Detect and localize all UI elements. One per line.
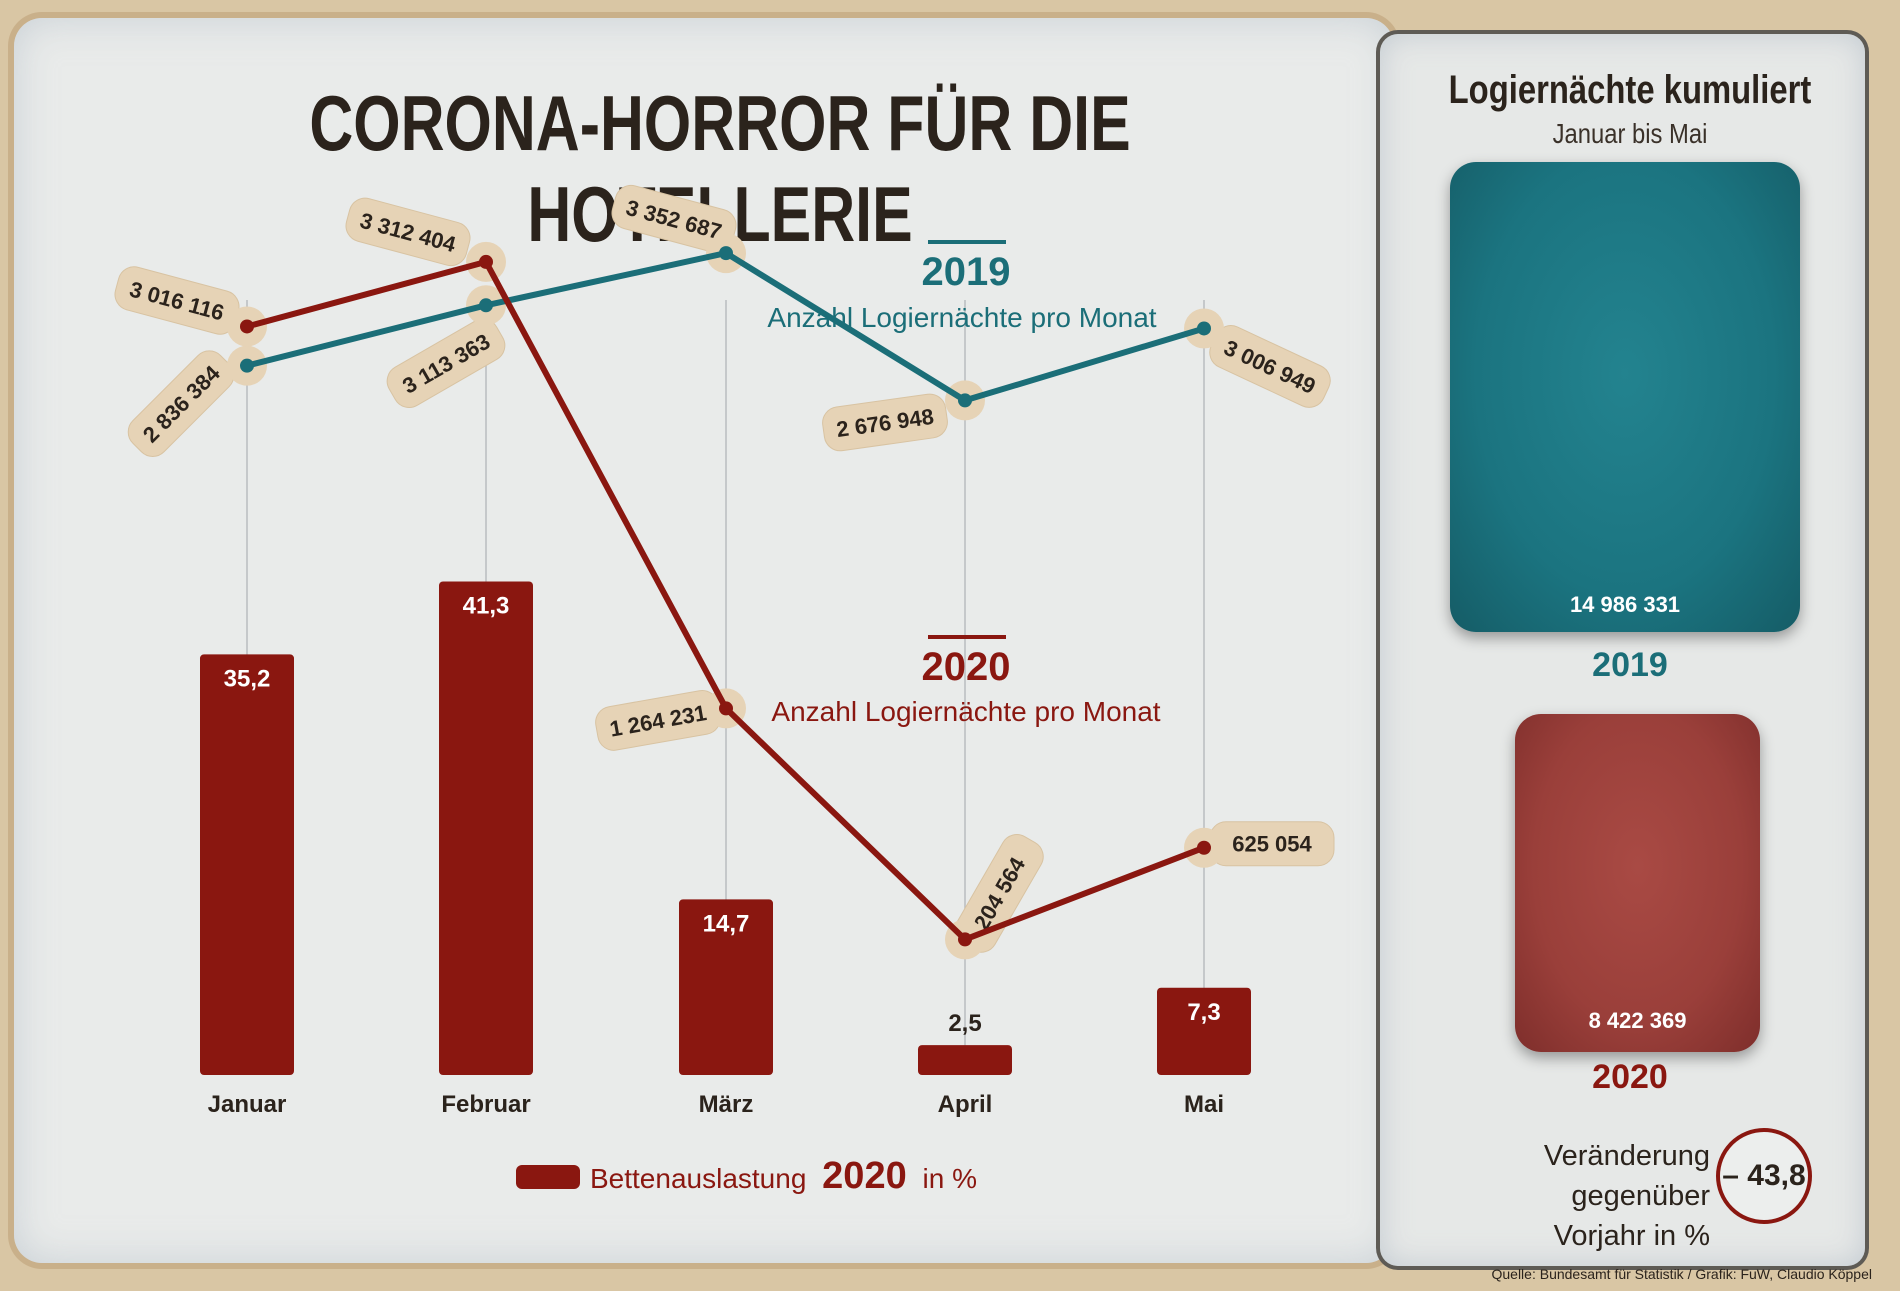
x-tick-label: Februar: [441, 1091, 530, 1118]
bar: [1157, 987, 1251, 1075]
side-subtitle: Januar bis Mai: [1552, 118, 1708, 149]
value-tag-2019: 3 006 949: [1209, 325, 1331, 408]
legend-2019-year: 2019: [922, 250, 1011, 294]
legend-2020-desc: Anzahl Logiernächte pro Monat: [771, 696, 1160, 727]
value-tag-2020: 3 016 116: [114, 266, 240, 335]
value-tag-2020: 625 054: [1209, 821, 1335, 867]
x-tick-label: Januar: [208, 1091, 287, 1118]
bar: [679, 899, 773, 1075]
bar: [918, 1045, 1012, 1075]
legend-2020-year: 2020: [922, 645, 1011, 689]
value-tag-bg: [345, 197, 471, 267]
point-2020: [719, 701, 733, 716]
point-2019: [1197, 321, 1211, 336]
pillow-2020: 8 422 369: [1515, 714, 1760, 1052]
change-line1: Veränderung gegenüber: [1543, 1140, 1710, 1212]
bar: [200, 654, 294, 1075]
point-2019: [958, 393, 972, 408]
legend-bars-prefix: Bettenauslastung: [590, 1163, 806, 1194]
point-2019: [719, 246, 733, 261]
bar-value-label: 7,3: [1187, 999, 1220, 1026]
bar-value-label: 41,3: [463, 592, 510, 619]
change-line2: Vorjahr in %: [1553, 1220, 1710, 1252]
legend-bars-swatch: [516, 1165, 580, 1189]
value-tag-bg: [127, 350, 235, 457]
legend-bars-label: Bettenauslastung 2020 in %: [590, 1155, 977, 1197]
point-2020: [240, 319, 254, 334]
chart-title: CORONA-HORROR FÜR DIE HOTELLERIE: [309, 79, 1131, 258]
value-tag-bg: [822, 393, 948, 452]
point-2019: [240, 358, 254, 373]
point-2020: [958, 932, 972, 947]
value-tag-bg: [386, 318, 506, 408]
value-tag-2020: 1 264 231: [595, 690, 721, 751]
legend-bars-year: 2020: [822, 1155, 907, 1197]
total-2020-label: 2020: [1592, 1058, 1668, 1096]
total-2019-label: 2019: [1592, 646, 1668, 684]
point-2020: [1197, 840, 1211, 855]
value-tag-2019: 2 836 384: [127, 350, 235, 457]
x-tick-label: April: [938, 1091, 993, 1118]
source-note: Quelle: Bundesamt für Statistik / Grafik…: [1491, 1266, 1872, 1282]
total-2019-value: 14 986 331: [1569, 592, 1681, 617]
pillow-2019: 14 986 331: [1450, 162, 1800, 632]
x-tick-label: März: [699, 1091, 754, 1118]
bar-value-label: 35,2: [224, 665, 271, 692]
legend-2019-desc: Anzahl Logiernächte pro Monat: [767, 302, 1156, 333]
bar-value-label: 14,7: [703, 910, 750, 937]
bar-value-label: 2,5: [948, 1010, 981, 1037]
total-2020-value: 8 422 369: [1588, 1008, 1687, 1033]
point-2019: [479, 298, 493, 313]
value-tag-label: 625 054: [1232, 832, 1312, 857]
side-title: Logiernächte kumuliert: [1448, 68, 1812, 112]
value-tag-2020: 3 312 404: [345, 197, 471, 267]
legend-bars-suffix: in %: [923, 1163, 977, 1194]
value-tag-2019: 2 676 948: [822, 393, 948, 452]
change-value: – 43,8: [1716, 1128, 1812, 1224]
x-tick-label: Mai: [1184, 1091, 1224, 1118]
change-text: Veränderung gegenüber Vorjahr in %: [1440, 1136, 1710, 1256]
point-2020: [479, 254, 493, 269]
bar: [439, 581, 533, 1075]
